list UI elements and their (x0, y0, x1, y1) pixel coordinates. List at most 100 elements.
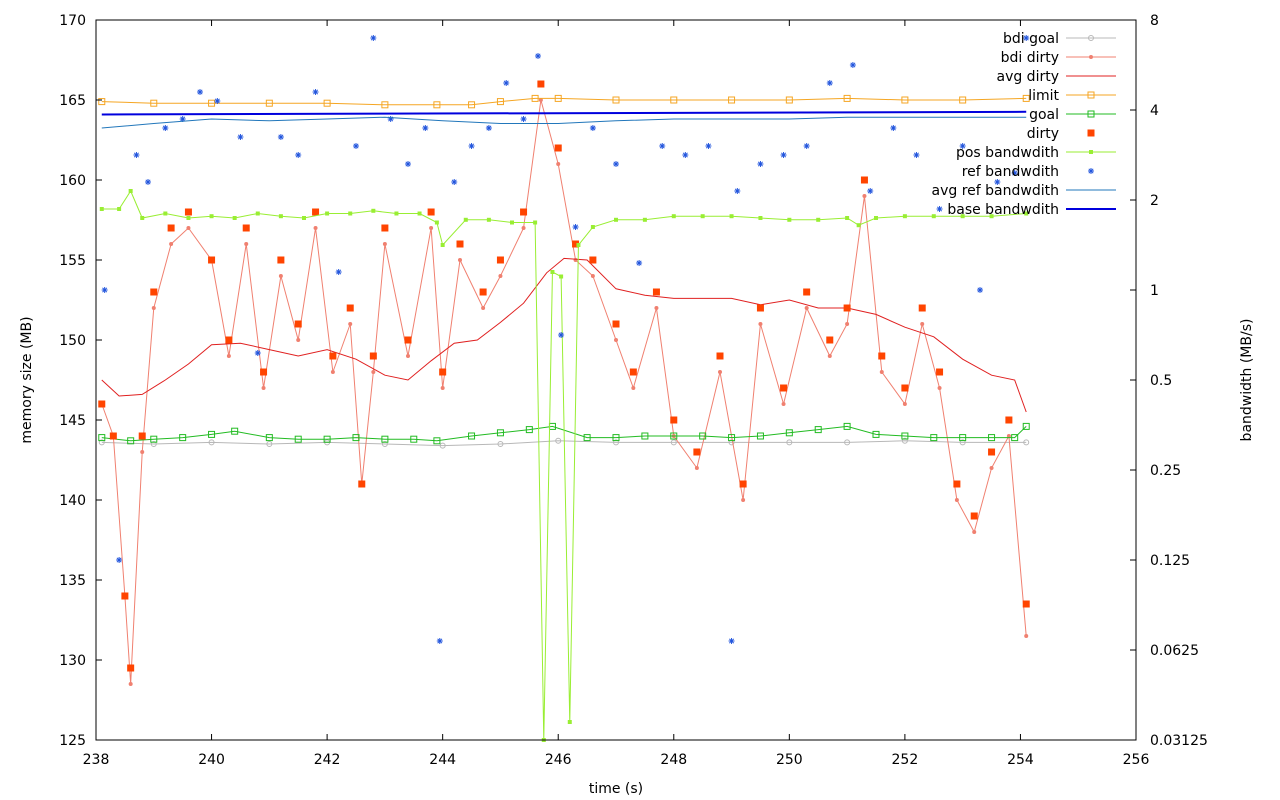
legend-entry-dirty: dirty (1027, 126, 1095, 142)
data-point (705, 143, 712, 149)
data-point (433, 101, 441, 109)
data-point (352, 434, 360, 442)
data-point (554, 94, 562, 102)
data-point (497, 441, 504, 447)
data-point (670, 416, 678, 424)
data-point (261, 386, 266, 390)
data-point (994, 179, 1001, 185)
legend-label: pos bandwdith (956, 145, 1059, 161)
legend-swatch-marker (1087, 110, 1095, 118)
data-point (429, 226, 434, 230)
data-point (937, 386, 942, 390)
data-point (1024, 211, 1029, 216)
data-point (589, 125, 596, 131)
data-point (780, 152, 787, 158)
data-point (573, 258, 578, 262)
data-point (140, 216, 145, 220)
data-point (381, 224, 389, 232)
x-tick-label: 252 (892, 752, 919, 768)
data-point (325, 211, 330, 216)
series-layer (98, 35, 1030, 742)
data-point (404, 336, 412, 344)
data-point (1011, 170, 1018, 176)
x-tick-label: 246 (545, 752, 572, 768)
y2-tick-label: 0.5 (1150, 373, 1172, 389)
data-point (145, 179, 151, 185)
y2-tick-label: 0.03125 (1150, 733, 1208, 749)
data-point (902, 214, 907, 219)
data-point (537, 80, 545, 88)
data-point (162, 125, 169, 131)
series-line-bdi-dirty (101, 99, 1027, 685)
data-point (451, 179, 458, 185)
y2-tick-label: 0.125 (1150, 553, 1190, 569)
data-point (369, 352, 377, 360)
data-point (468, 101, 476, 109)
data-point (699, 432, 707, 440)
data-point (440, 386, 445, 390)
data-point (128, 189, 133, 193)
data-point (567, 720, 572, 724)
data-point (1006, 434, 1011, 438)
data-point (99, 207, 104, 211)
series-line-base-bandwdith (101, 110, 1027, 116)
data-point (458, 258, 462, 262)
data-point (167, 224, 175, 232)
legend-entry-base-bandwdith: base bandwdith (947, 202, 1116, 218)
data-point (756, 432, 764, 440)
data-point (636, 260, 643, 266)
data-point (277, 134, 284, 140)
data-point (879, 370, 884, 374)
data-point (417, 211, 422, 216)
series-pos-bandwdith (99, 189, 1029, 742)
data-point (358, 480, 366, 488)
data-point (186, 226, 191, 230)
data-point (394, 211, 399, 216)
data-point (629, 368, 637, 376)
series-line-goal (101, 425, 1027, 442)
data-point (872, 430, 880, 438)
legend-label: avg ref bandwdith (932, 183, 1059, 199)
series-avg-ref-bandwdith (101, 116, 1027, 129)
data-point (741, 498, 746, 502)
series-limit (98, 94, 1030, 109)
data-point (989, 466, 994, 470)
data-point (127, 664, 135, 672)
plot-frame (95, 19, 1137, 741)
data-point (208, 430, 216, 438)
data-point (323, 99, 331, 107)
data-point (814, 426, 822, 434)
data-point (150, 435, 158, 443)
data-point (959, 439, 966, 446)
y-tick-label: 170 (59, 13, 86, 29)
data-point (803, 143, 810, 149)
data-point (902, 402, 907, 406)
data-point (348, 322, 353, 326)
data-point (98, 439, 105, 446)
data-point (520, 116, 527, 122)
data-point (335, 269, 342, 275)
y2-tick-label: 0.25 (1150, 463, 1181, 479)
data-point (294, 435, 302, 443)
data-point (468, 432, 476, 440)
data-point (231, 427, 239, 435)
data-point (860, 176, 868, 184)
data-point (728, 638, 735, 644)
data-point (440, 243, 445, 247)
data-point (486, 217, 491, 222)
data-point (101, 287, 108, 293)
data-point (186, 216, 191, 220)
data-point (434, 220, 439, 225)
data-point (878, 352, 886, 360)
legend-entry-avg-dirty: avg dirty (996, 69, 1116, 85)
series-line-avg-ref-bandwdith (101, 116, 1027, 129)
data-point (700, 214, 705, 219)
data-point (1023, 439, 1030, 446)
data-point (535, 53, 541, 59)
y-tick-label: 165 (59, 93, 86, 109)
data-point (920, 322, 925, 326)
data-point (558, 332, 565, 338)
x-axis-title: time (s) (589, 781, 643, 797)
data-point (757, 161, 764, 167)
